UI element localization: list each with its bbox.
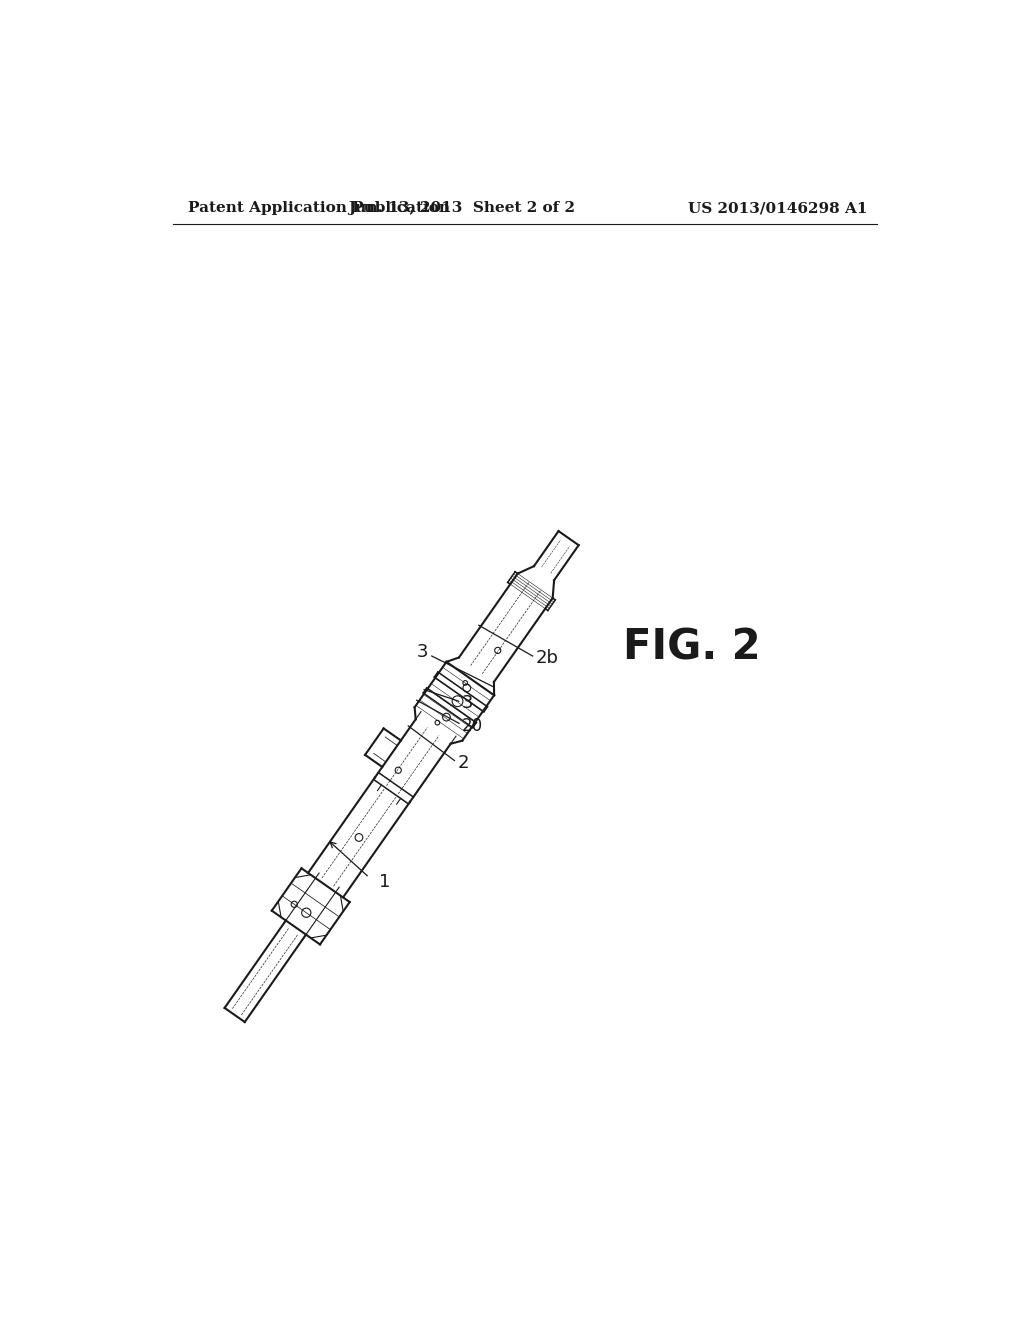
Text: FIG. 2: FIG. 2 <box>624 627 761 668</box>
Text: 20: 20 <box>462 717 483 735</box>
Text: US 2013/0146298 A1: US 2013/0146298 A1 <box>687 202 867 215</box>
Text: Jun. 13, 2013  Sheet 2 of 2: Jun. 13, 2013 Sheet 2 of 2 <box>348 202 575 215</box>
Text: 2b: 2b <box>536 649 559 668</box>
Text: 3: 3 <box>417 643 428 661</box>
Text: 1: 1 <box>379 873 390 891</box>
Text: 3: 3 <box>462 694 473 711</box>
Text: Patent Application Publication: Patent Application Publication <box>188 202 451 215</box>
Text: 2: 2 <box>458 754 469 772</box>
